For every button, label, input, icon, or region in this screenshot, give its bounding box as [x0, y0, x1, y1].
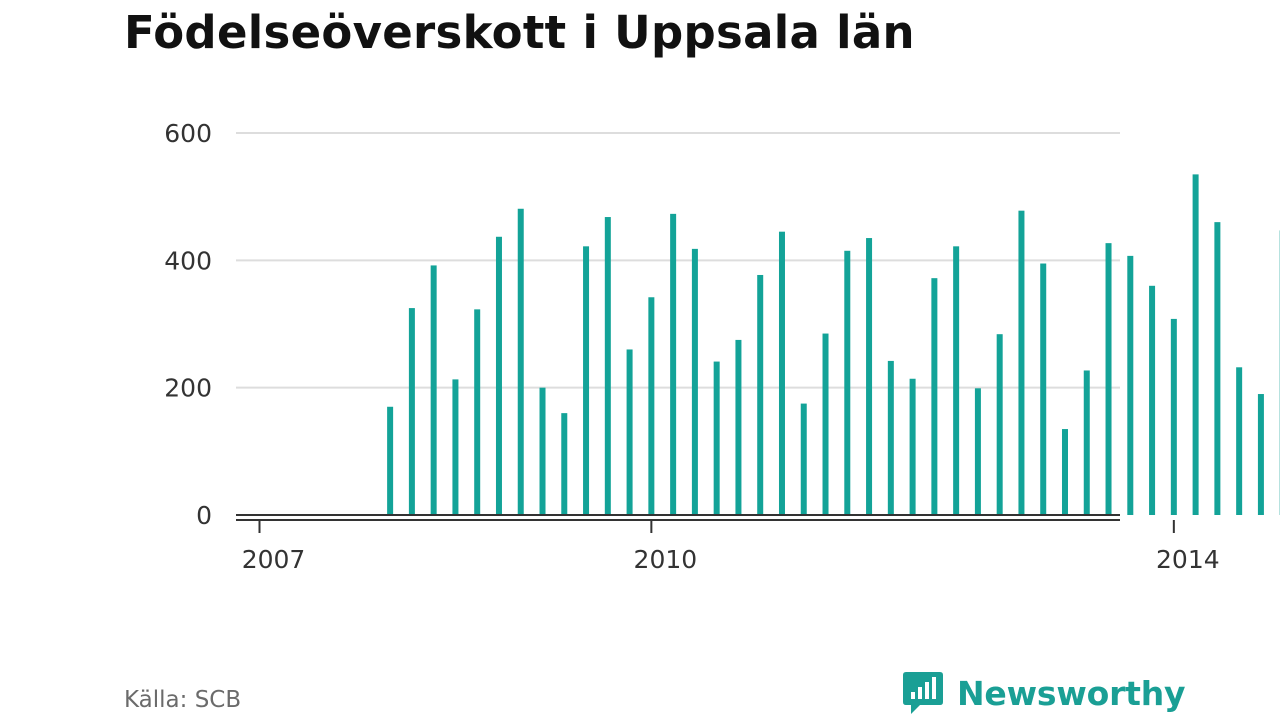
bar-2008-01: [387, 406, 394, 515]
x-tick-label: 2007: [242, 545, 306, 574]
bar-2012-09: [996, 334, 1003, 515]
bar-2010-07: [713, 361, 720, 515]
bar-2009-07: [583, 246, 590, 515]
bar-2008-05: [430, 265, 437, 515]
bars: [387, 174, 1280, 516]
bar-2008-09: [474, 309, 481, 515]
brand-name: Newsworthy: [957, 673, 1186, 713]
bar-2008-03: [408, 308, 415, 515]
y-tick-label: 200: [164, 374, 212, 403]
bar-2010-05: [691, 248, 698, 515]
y-tick-label: 400: [164, 246, 212, 275]
bar-2008-11: [495, 236, 502, 515]
y-axis-ticks: 0 200 400 600: [164, 119, 212, 530]
bar-2011-03: [800, 403, 807, 515]
x-tick-label: 2014: [1156, 545, 1220, 574]
bar-2010-03: [670, 213, 677, 515]
bar-2014-03: [1192, 174, 1199, 515]
y-tick-label: 0: [196, 501, 212, 530]
bar-2009-03: [539, 387, 546, 515]
bar-2013-07: [1105, 243, 1112, 516]
bar-2009-05: [561, 413, 568, 515]
x-axis-ticks: 200720102014201820222025: [242, 520, 1220, 574]
bar-2013-03: [1061, 429, 1068, 515]
bar-2014-09: [1257, 394, 1264, 515]
bar-2011-05: [822, 333, 829, 515]
bar-2014-07: [1236, 367, 1243, 515]
bar-2012-03: [931, 278, 938, 515]
bar-2011-09: [866, 238, 873, 516]
bar-2011-11: [887, 360, 894, 515]
bar-2014-01: [1170, 318, 1177, 515]
bar-2012-05: [953, 246, 960, 515]
bar-2009-11: [626, 349, 633, 515]
bar-2010-01: [648, 297, 655, 515]
source-note: Källa: SCB: [124, 687, 242, 713]
chart-title: Födelseöverskott i Uppsala län: [124, 6, 915, 59]
bar-2012-11: [1018, 210, 1025, 515]
bar-2009-09: [604, 217, 611, 516]
bar-2014-05: [1214, 222, 1221, 515]
gridlines: [236, 132, 1120, 389]
x-tick-label: 2010: [634, 545, 698, 574]
y-tick-label: 600: [164, 119, 212, 148]
bar-2012-01: [909, 378, 916, 515]
brand-logo: Newsworthy: [902, 670, 1186, 716]
bar-2008-07: [452, 379, 459, 515]
bar-2013-11: [1149, 285, 1156, 515]
bar-2012-07: [974, 388, 981, 515]
bar-2009-01: [517, 208, 524, 515]
bar-2010-09: [735, 339, 742, 515]
bar-2013-01: [1040, 263, 1047, 515]
newsworthy-logo-icon: [903, 672, 943, 714]
bar-2013-09: [1127, 255, 1134, 516]
x-axis: [236, 514, 1120, 521]
bar-2013-05: [1083, 370, 1090, 515]
bar-2010-11: [757, 274, 764, 515]
bar-2011-01: [778, 231, 785, 515]
bar-2011-07: [844, 250, 851, 516]
